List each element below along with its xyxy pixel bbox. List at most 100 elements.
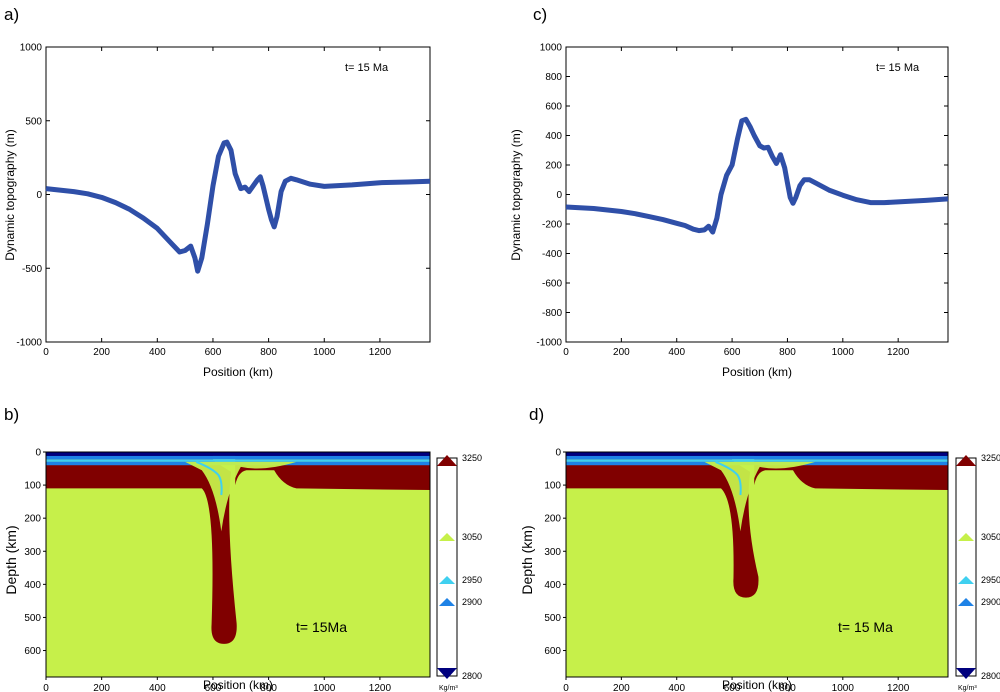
y-tick-label: 300 <box>544 547 561 558</box>
colorbar-tick-label: 2900 <box>981 597 1000 607</box>
x-tick-label: 800 <box>779 347 796 358</box>
colorbar-b: 3250 3050 2950 2900 2800 Kg/m³ <box>436 453 482 692</box>
y-tick-label: 500 <box>25 116 42 127</box>
x-ticks-b: 0 200 400 600 800 1000 1200 <box>43 677 391 692</box>
plot-frame-b <box>45 451 431 678</box>
x-axis-label-b: Position (km) <box>203 678 273 692</box>
x-tick-label: 600 <box>205 347 222 358</box>
y-tick-label: 1000 <box>540 43 563 54</box>
y-tick-label: 500 <box>24 613 41 624</box>
x-tick-label: 200 <box>93 683 110 692</box>
x-tick-label: 1000 <box>832 683 855 692</box>
y-tick-label: 800 <box>545 72 562 83</box>
x-tick-label: 1200 <box>887 683 910 692</box>
colorbar-tick-label: 3250 <box>462 453 482 463</box>
x-ticks-c: 0 200 400 600 800 1000 1200 <box>563 47 910 358</box>
density-field-b <box>46 452 430 677</box>
x-tick-label: 0 <box>563 683 569 692</box>
crust-layer-mid <box>566 455 948 460</box>
crust-layer-top <box>566 452 948 456</box>
chart-a: a) 1000 500 0 -500 -1000 0 200 400 600 800 1000 12… <box>3 5 431 379</box>
panel-label-d: d) <box>529 405 544 424</box>
crust-layer-top <box>46 452 430 456</box>
y-tick-label: 0 <box>36 190 42 201</box>
x-axis-label-c: Position (km) <box>722 365 792 379</box>
y-tick-label: -600 <box>542 279 562 290</box>
colorbar-swatch <box>956 668 976 679</box>
x-tick-label: 200 <box>613 683 630 692</box>
x-tick-label: 400 <box>668 683 685 692</box>
colorbar-frame <box>436 457 458 677</box>
annotation-a: t= 15 Ma <box>345 62 389 74</box>
colorbar-tick-label: 2950 <box>462 575 482 585</box>
crust-subducting-trace <box>195 460 223 496</box>
x-axis-label-a: Position (km) <box>203 365 273 379</box>
annotation-b: t= 15Ma <box>296 619 347 635</box>
plot-frame-d <box>565 451 949 678</box>
colorbar-swatch <box>956 455 976 466</box>
y-tick-label: 0 <box>555 448 561 459</box>
colorbar-swatch <box>439 576 455 584</box>
y-tick-label: -400 <box>542 249 562 260</box>
colorbar-tick-label: 3250 <box>981 453 1000 463</box>
x-tick-label: 1000 <box>832 347 855 358</box>
x-tick-label: 0 <box>563 347 569 358</box>
y-tick-label: -1000 <box>16 338 42 349</box>
colorbar-tick-label: 3050 <box>462 532 482 542</box>
x-tick-label: 200 <box>93 347 110 358</box>
crust-layer-lower <box>46 459 430 462</box>
crust-layer-lower <box>566 459 948 462</box>
annotation-c: t= 15 Ma <box>876 62 920 74</box>
y-axis-label-d: Depth (km) <box>519 525 535 594</box>
y-tick-label: -800 <box>542 308 562 319</box>
x-tick-label: 400 <box>149 347 166 358</box>
mantle-region <box>46 452 430 677</box>
colorbar-swatch <box>439 533 455 541</box>
y-ticks-c: 1000 800 600 400 200 0 -200 -400 -600 -800 -1000 <box>536 43 948 349</box>
series-line-a <box>45 139 431 274</box>
accretionary-wedge <box>185 461 297 532</box>
colorbar-swatch <box>958 533 974 541</box>
y-tick-label: 600 <box>24 646 41 657</box>
panel-label-a: a) <box>4 5 19 24</box>
density-field-d <box>566 452 948 677</box>
colorbar-swatch <box>958 598 974 606</box>
x-tick-label: 800 <box>260 683 277 692</box>
colorbar-tick-label: 2950 <box>981 575 1000 585</box>
colorbar-frame <box>955 457 977 677</box>
x-tick-label: 600 <box>205 683 222 692</box>
colorbar-swatch <box>958 576 974 584</box>
x-tick-label: 1000 <box>313 683 336 692</box>
colorbar-tick-label: 2800 <box>462 671 482 681</box>
colorbar-swatch <box>437 455 457 466</box>
crust-subducting-trace <box>715 460 742 496</box>
annotation-d: t= 15 Ma <box>838 619 893 635</box>
y-tick-label: 400 <box>545 131 562 142</box>
x-tick-label: 0 <box>43 347 49 358</box>
crust-layer-mid <box>46 455 430 460</box>
y-tick-label: 100 <box>24 481 41 492</box>
colorbar-tick-label: 2800 <box>981 671 1000 681</box>
x-tick-label: 1200 <box>369 347 392 358</box>
y-tick-label: 300 <box>24 547 41 558</box>
y-tick-label: 1000 <box>20 43 43 54</box>
y-tick-label: 200 <box>24 514 41 525</box>
y-tick-label: 400 <box>24 580 41 591</box>
colorbar-tick-label: 2900 <box>462 597 482 607</box>
x-tick-label: 400 <box>668 347 685 358</box>
y-tick-label: -200 <box>542 220 562 231</box>
y-ticks-a: 1000 500 0 -500 -1000 <box>16 43 430 349</box>
y-tick-label: 600 <box>545 102 562 113</box>
panel-label-b: b) <box>4 405 19 424</box>
y-tick-label: 0 <box>556 190 562 201</box>
x-tick-label: 600 <box>724 683 741 692</box>
chart-b: b) 0 100 200 300 400 500 600 0 200 400 600 800 1000… <box>3 405 482 692</box>
accretionary-wedge <box>704 461 816 532</box>
plot-area-a <box>45 46 431 343</box>
mantle-region <box>566 452 948 677</box>
y-tick-label: 100 <box>544 481 561 492</box>
plot-area-c <box>565 46 949 343</box>
y-axis-label-b: Depth (km) <box>3 525 19 594</box>
x-tick-label: 600 <box>724 347 741 358</box>
